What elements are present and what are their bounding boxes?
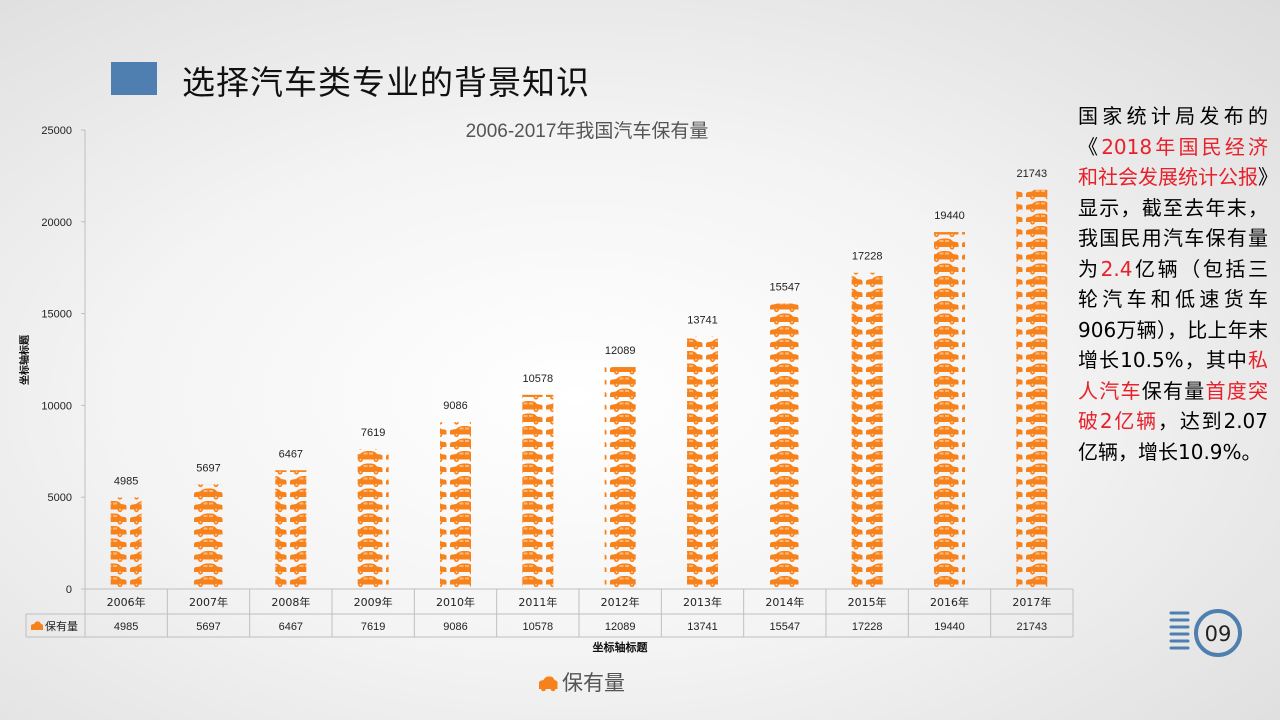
bar-2006年 xyxy=(110,497,142,589)
x-category-label: 2006年 xyxy=(107,595,146,609)
x-category-label: 2014年 xyxy=(765,595,804,609)
text-segment: 亿辆（包括三轮汽车和低速货车906万辆），比上年末增长10.5%，其中 xyxy=(1078,256,1269,373)
bar-value-label: 15547 xyxy=(770,282,801,294)
x-category-label: 2017年 xyxy=(1012,595,1051,609)
bar-2009年 xyxy=(357,449,389,589)
slide-title: 选择汽车类专业的背景知识 xyxy=(182,63,590,102)
statistics-description: 国家统计局发布的《2018年国民经济和社会发展统计公报》显示，截至去年末，我国民… xyxy=(1078,101,1268,467)
table-value: 5697 xyxy=(196,621,220,633)
table-value: 15547 xyxy=(770,621,801,633)
bar-2011年 xyxy=(522,394,554,589)
text-segment: ，达到2.07亿辆，增长10.9%。 xyxy=(1078,409,1269,464)
table-value: 9086 xyxy=(443,621,467,633)
x-category-label: 2010年 xyxy=(436,595,475,609)
private-cars-highlight: 私人汽车 xyxy=(1078,348,1268,403)
bar-value-label: 17228 xyxy=(852,251,883,263)
series-name: 保有量 xyxy=(45,619,78,633)
x-axis-title: 坐标轴标题 xyxy=(593,640,649,654)
bar-value-label: 10578 xyxy=(523,373,554,385)
bar-2010年 xyxy=(440,422,471,589)
bar-value-label: 21743 xyxy=(1017,168,1048,180)
x-category-label: 2013年 xyxy=(683,595,722,609)
table-value: 7619 xyxy=(361,621,385,633)
bar-2014年 xyxy=(769,303,801,589)
total-vehicles-value: 2.4 xyxy=(1100,256,1133,281)
table-value: 21743 xyxy=(1017,621,1048,633)
title-accent-block xyxy=(111,62,157,95)
bar-value-label: 6467 xyxy=(279,448,303,460)
text-segment: 》显示，截至去年末，我国民用汽车保有量为 xyxy=(1078,165,1268,281)
y-tick-label: 10000 xyxy=(41,400,72,412)
milestone-highlight: 首度突破2亿辆 xyxy=(1078,378,1268,434)
y-tick-label: 5000 xyxy=(48,492,72,504)
table-value: 10578 xyxy=(523,621,554,633)
bar-value-label: 4985 xyxy=(114,475,138,487)
x-category-label: 2015年 xyxy=(848,595,887,609)
text-segment: 保有量 xyxy=(1141,378,1206,403)
x-category-label: 2011年 xyxy=(518,595,557,609)
y-tick-label: 15000 xyxy=(41,309,72,321)
report-name: 2018年国民经济和社会发展统计公报 xyxy=(1078,134,1268,190)
table-value: 12089 xyxy=(605,621,636,633)
chart-legend: 保有量 xyxy=(539,671,625,695)
y-axis-title: 坐标轴标题 xyxy=(18,334,31,385)
bar-value-label: 5697 xyxy=(196,462,220,474)
legend-label: 保有量 xyxy=(562,671,625,695)
bar-2017年 xyxy=(1016,189,1048,589)
text-segment: 国家统计局发布的《 xyxy=(1078,104,1268,159)
y-tick-label: 25000 xyxy=(41,125,72,137)
table-value: 19440 xyxy=(934,621,965,633)
page-circle xyxy=(1194,609,1242,657)
legend-car-icon xyxy=(539,676,558,689)
bar-2012年 xyxy=(604,367,636,589)
x-category-label: 2009年 xyxy=(354,595,393,609)
bar-value-label: 9086 xyxy=(443,400,467,412)
table-value: 17228 xyxy=(852,621,883,633)
chart-title: 2006-2017年我国汽车保有量 xyxy=(466,120,709,142)
list-lines-icon xyxy=(1169,611,1190,650)
table-value: 13741 xyxy=(687,621,718,633)
bar-2007年 xyxy=(193,484,224,589)
x-category-label: 2016年 xyxy=(930,595,969,609)
bar-value-label: 13741 xyxy=(687,315,718,327)
bar-value-label: 19440 xyxy=(934,210,965,222)
table-value: 4985 xyxy=(114,621,138,633)
page-number: 09 xyxy=(1205,622,1232,646)
bar-2013年 xyxy=(687,336,718,589)
bar-value-label: 12089 xyxy=(605,345,636,357)
table-value: 6467 xyxy=(279,621,303,633)
x-category-label: 2008年 xyxy=(271,595,310,609)
bar-2015年 xyxy=(851,272,883,589)
y-tick-label: 20000 xyxy=(41,217,72,229)
x-category-label: 2012年 xyxy=(601,595,640,609)
bar-value-label: 7619 xyxy=(361,427,385,439)
page-number-badge: 09 xyxy=(1169,609,1242,657)
y-tick-label: 0 xyxy=(66,584,72,596)
x-category-label: 2007年 xyxy=(189,595,228,609)
bar-2016年 xyxy=(934,232,965,589)
series-car-icon xyxy=(31,621,43,630)
bar-2008年 xyxy=(275,470,307,589)
